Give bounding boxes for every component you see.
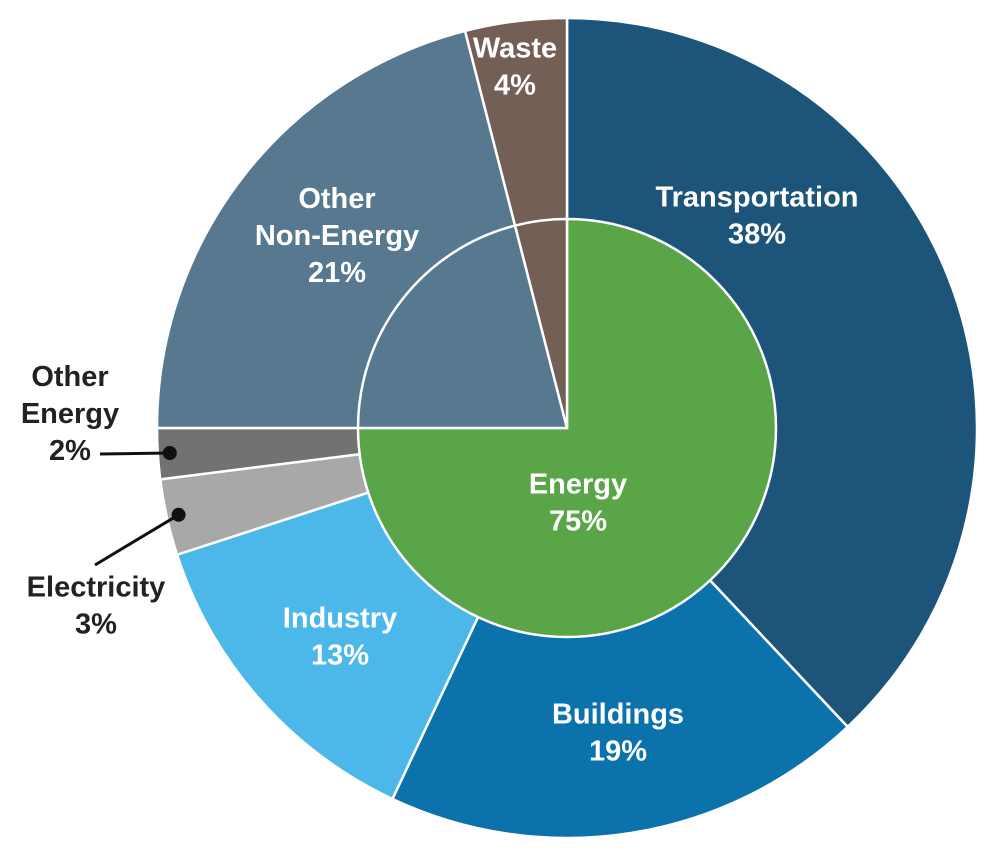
leader-line-other-energy: [99, 451, 170, 456]
inner-slice-waste: [513, 217, 569, 430]
outer-slice-transportation: [565, 16, 979, 729]
label-electricity-line-2: 3%: [75, 609, 117, 641]
label-electricity-line-1: Electricity: [27, 572, 166, 604]
label-other-energy-line-3: 2%: [49, 435, 91, 467]
label-transportation: Transportation 38%: [655, 182, 858, 251]
label-buildings-line-2: 19%: [589, 736, 647, 768]
leader-line-electricity: [94, 513, 180, 567]
label-industry-line-1: Industry: [283, 603, 397, 635]
label-inner-energy-line-2: 75%: [549, 506, 607, 538]
label-buildings-line-1: Buildings: [552, 699, 684, 731]
label-other-energy: Other Energy 2%: [21, 361, 119, 467]
inner-slice-other-non-energy: [356, 224, 569, 430]
label-inner-energy: Energy 75%: [529, 469, 627, 538]
label-inner-energy-line-1: Energy: [529, 469, 627, 501]
label-buildings: Buildings 19%: [552, 699, 684, 768]
inner-ring: [356, 217, 778, 639]
label-other-non-energy-line-2: Non-Energy: [255, 220, 419, 252]
slice-labels: Transportation 38% Buildings 19% Industry 13%…: [21, 33, 859, 768]
inner-slice-energy: [356, 217, 778, 639]
label-transportation-line-2: 38%: [728, 219, 786, 251]
label-waste-line-2: 4%: [494, 70, 536, 102]
outer-ring: [155, 16, 979, 840]
label-other-energy-line-2: Energy: [21, 398, 119, 430]
label-transportation-line-1: Transportation: [655, 182, 858, 214]
label-other-non-energy-line-3: 21%: [308, 257, 366, 289]
label-other-energy-line-1: Other: [31, 361, 108, 393]
label-waste: Waste 4%: [473, 33, 557, 102]
outer-slice-buildings: [391, 426, 849, 840]
label-other-non-energy-line-1: Other: [298, 183, 375, 215]
label-waste-line-1: Waste: [473, 33, 557, 65]
leader-lines: [94, 446, 186, 567]
label-industry-line-2: 13%: [311, 640, 369, 672]
label-other-non-energy: Other Non-Energy 21%: [255, 183, 419, 289]
label-electricity: Electricity 3%: [27, 572, 166, 641]
label-industry: Industry 13%: [283, 603, 397, 672]
